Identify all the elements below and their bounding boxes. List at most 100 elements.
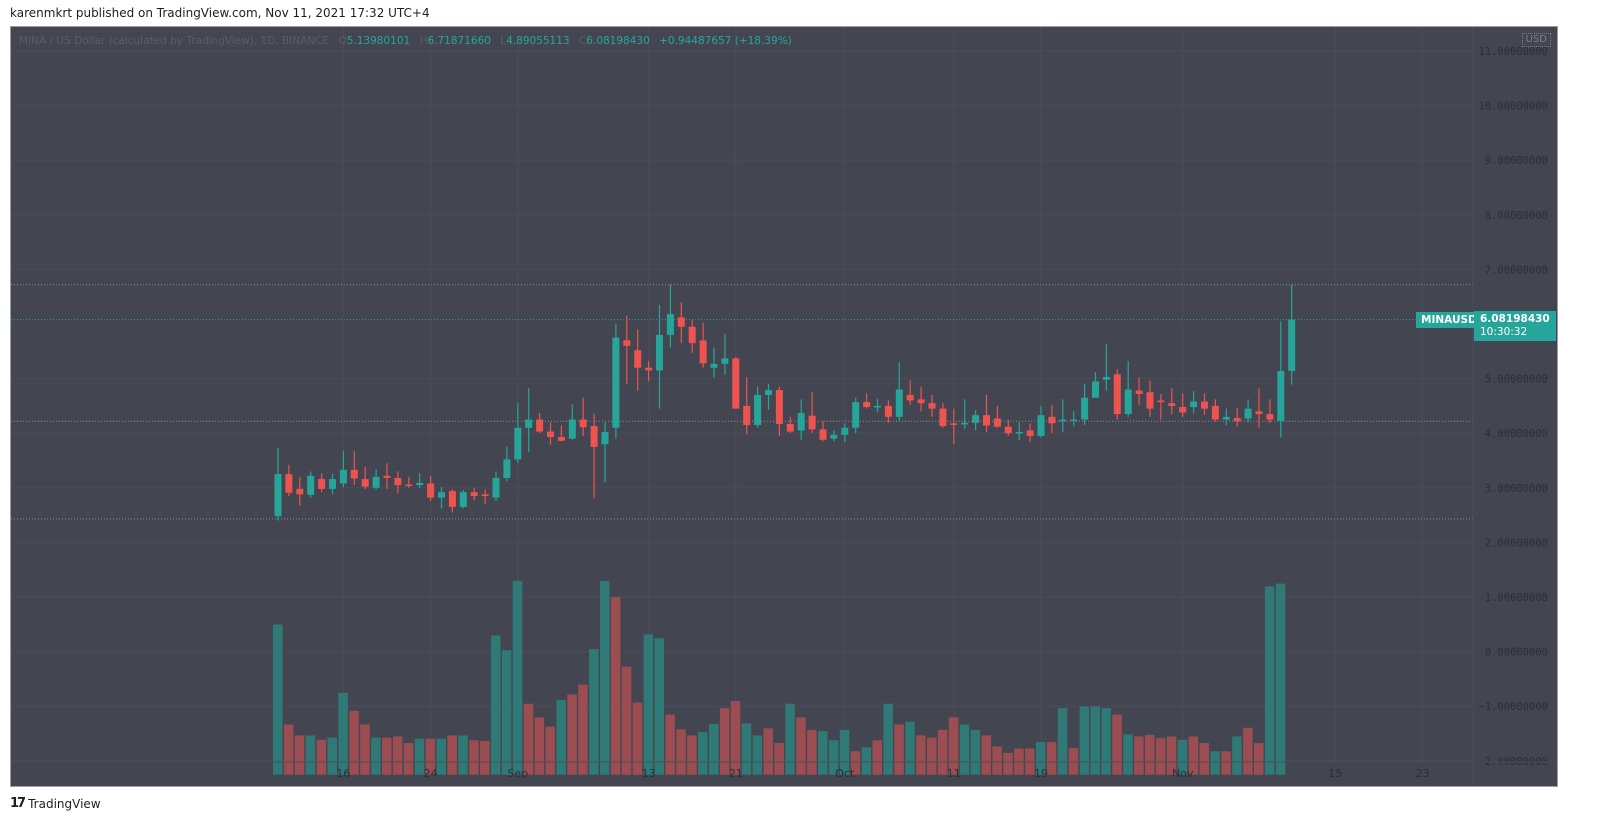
candle-body[interactable] [557,437,565,441]
candlestick-chart[interactable]: 11.00000000 10.00000000 9.00000000 8.000000… [11,27,1557,786]
candle-body[interactable] [1157,400,1165,403]
candle-body[interactable] [568,419,576,439]
candle-body[interactable] [1255,411,1263,415]
candle-body[interactable] [307,475,315,495]
candle-body[interactable] [983,415,990,426]
candle-body[interactable] [1222,416,1230,420]
candle-body[interactable] [350,469,358,479]
candle-body[interactable] [961,422,969,425]
candle-body[interactable] [830,434,838,439]
candle-body[interactable] [427,483,435,498]
candle-body[interactable] [841,427,849,435]
candle-body[interactable] [1266,414,1274,420]
candle-body[interactable] [503,459,511,478]
candle-body[interactable] [1211,405,1219,420]
candle-body[interactable] [808,415,816,430]
candle-body[interactable] [372,476,380,488]
candle-body[interactable] [710,363,718,368]
candle-body[interactable] [361,479,369,487]
candle-body[interactable] [721,358,729,364]
candle-body[interactable] [1070,419,1078,422]
candle-body[interactable] [950,423,958,425]
candle-body[interactable] [732,358,740,409]
candle-body[interactable] [1146,392,1154,409]
candle-body[interactable] [786,423,794,432]
candle-body[interactable] [1233,417,1241,422]
candle-body[interactable] [623,340,631,346]
candle-body[interactable] [645,367,653,371]
candle-body[interactable] [1113,374,1121,415]
candle-body[interactable] [318,479,326,489]
candle-body[interactable] [459,492,467,507]
candle-body[interactable] [699,340,707,364]
candle-body[interactable] [743,405,751,426]
candle-body[interactable] [775,390,783,424]
candle-body[interactable] [874,405,881,408]
candle-body[interactable] [448,491,456,507]
candle-body[interactable] [1059,419,1067,422]
candle-body[interactable] [547,431,554,438]
candle-body[interactable] [481,494,489,496]
candle-body[interactable] [688,326,696,344]
candle-body[interactable] [612,337,620,428]
candle-body[interactable] [339,469,347,484]
candle-body[interactable] [438,492,445,498]
candle-body[interactable] [525,419,533,428]
candle-body[interactable] [1004,426,1012,434]
candle-body[interactable] [285,474,293,493]
tradingview-footer[interactable]: 17 TradingView [10,796,101,811]
candle-body[interactable] [274,474,282,517]
candle-body[interactable] [863,402,871,407]
candle-body[interactable] [1244,408,1252,419]
candle-body[interactable] [972,415,980,423]
candle-body[interactable] [383,475,391,478]
candle-body[interactable] [895,389,903,417]
candle-body[interactable] [666,314,674,335]
candle-body[interactable] [797,412,805,431]
volume-bar [676,729,686,775]
candle-body[interactable] [656,334,663,371]
candle-body[interactable] [1102,376,1110,380]
chart-pane[interactable]: 11.00000000 10.00000000 9.00000000 8.000000… [10,26,1558,787]
candle-body[interactable] [1026,430,1034,436]
candle-body[interactable] [634,350,642,368]
candle-body[interactable] [884,405,892,417]
candle-body[interactable] [329,479,336,489]
candle-body[interactable] [928,403,936,409]
candle-body[interactable] [906,394,914,401]
candle-body[interactable] [1048,416,1056,424]
candle-body[interactable] [579,419,587,428]
candle-body[interactable] [1179,406,1187,413]
candle-body[interactable] [1124,389,1132,415]
candle-body[interactable] [754,394,762,426]
candle-body[interactable] [1092,381,1099,398]
candle-body[interactable] [993,418,1001,427]
candle-body[interactable] [470,492,478,496]
candle-body[interactable] [590,426,598,447]
candle-body[interactable] [917,399,925,404]
candle-body[interactable] [1168,403,1176,406]
candle-body[interactable] [765,390,772,395]
candle-body[interactable] [416,482,424,486]
candle-body[interactable] [514,427,522,460]
candle-body[interactable] [1277,370,1285,422]
candle-body[interactable] [1190,401,1198,407]
candle-body[interactable] [819,429,827,440]
candle-body[interactable] [677,317,685,327]
candle-body[interactable] [852,402,860,428]
candle-body[interactable] [1037,415,1045,436]
candle-body[interactable] [296,488,304,495]
candle-body[interactable] [1201,401,1208,409]
candle-body[interactable] [1135,390,1143,394]
candle-body[interactable] [394,477,402,486]
candle-body[interactable] [405,484,413,487]
candle-body[interactable] [601,432,609,445]
currency-badge[interactable]: USD [1521,33,1551,47]
volume-bar [774,743,784,775]
candle-body[interactable] [492,477,500,498]
candle-body[interactable] [1081,397,1089,420]
candle-body[interactable] [939,408,947,427]
candle-body[interactable] [1288,319,1296,371]
candle-body[interactable] [536,419,544,432]
candle-body[interactable] [1015,432,1023,434]
